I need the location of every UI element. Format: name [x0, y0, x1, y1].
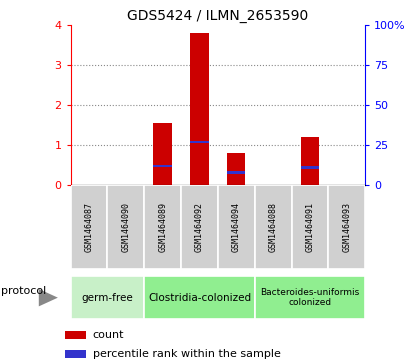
Text: percentile rank within the sample: percentile rank within the sample	[93, 349, 281, 359]
Text: count: count	[93, 330, 124, 340]
Text: GSM1464091: GSM1464091	[305, 202, 315, 252]
Bar	[218, 185, 255, 269]
Bar	[190, 140, 209, 143]
Bar	[71, 276, 144, 319]
Text: GSM1464087: GSM1464087	[85, 202, 93, 252]
Text: GSM1464093: GSM1464093	[342, 202, 351, 252]
Bar	[154, 123, 172, 185]
Bar	[144, 276, 255, 319]
Bar	[107, 185, 144, 269]
Bar	[71, 185, 107, 269]
Bar	[328, 185, 365, 269]
Text: GSM1464094: GSM1464094	[232, 202, 241, 252]
Bar	[190, 33, 209, 185]
Text: Bacteroides-uniformis
colonized: Bacteroides-uniformis colonized	[260, 288, 359, 307]
Text: GSM1464090: GSM1464090	[121, 202, 130, 252]
Text: GSM1464088: GSM1464088	[269, 202, 278, 252]
Bar	[65, 331, 86, 339]
Bar	[227, 171, 246, 174]
Text: germ-free: germ-free	[81, 293, 133, 303]
Bar	[144, 185, 181, 269]
Bar	[255, 185, 291, 269]
Bar	[154, 164, 172, 167]
Bar	[181, 185, 218, 269]
Bar	[291, 185, 328, 269]
Bar	[301, 166, 319, 168]
Text: protocol: protocol	[1, 286, 46, 296]
Text: Clostridia-colonized: Clostridia-colonized	[148, 293, 251, 303]
Polygon shape	[39, 289, 58, 306]
Bar	[227, 153, 246, 185]
Bar	[65, 350, 86, 358]
Bar	[301, 137, 319, 185]
Bar	[255, 276, 365, 319]
Text: GSM1464089: GSM1464089	[158, 202, 167, 252]
Title: GDS5424 / ILMN_2653590: GDS5424 / ILMN_2653590	[127, 9, 308, 23]
Text: GSM1464092: GSM1464092	[195, 202, 204, 252]
